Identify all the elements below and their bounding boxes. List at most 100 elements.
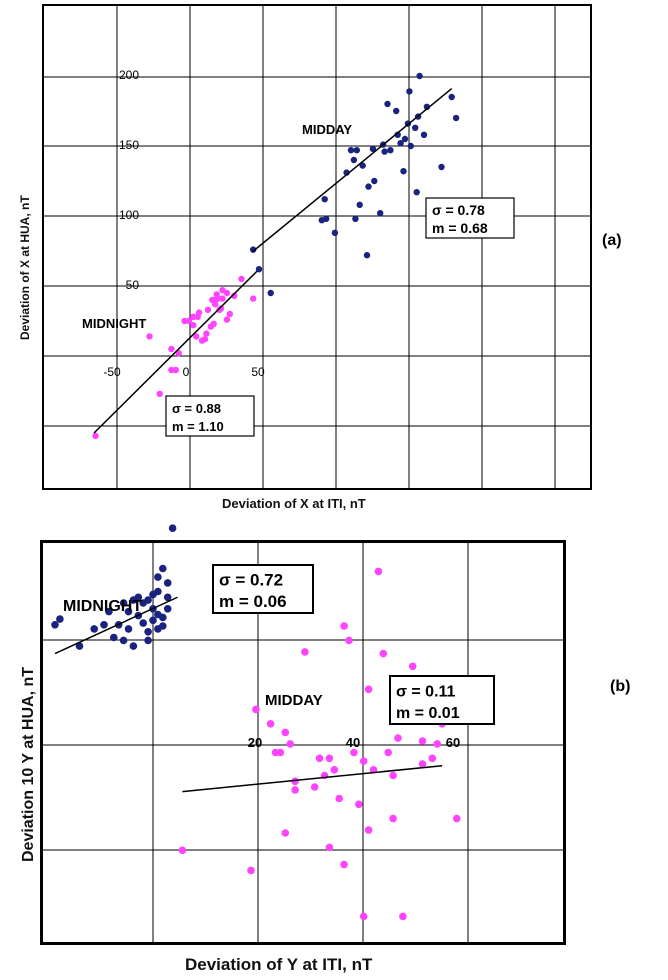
data-point-midday <box>267 289 274 297</box>
data-point-midday <box>340 860 348 869</box>
data-point-midnight <box>190 322 197 329</box>
data-point-midnight <box>51 621 59 629</box>
data-point-midnight <box>159 613 167 622</box>
data-point-midday <box>389 814 397 823</box>
data-point-midday <box>291 786 299 794</box>
chart-a: -50 0 50 50 100 150 200 MIDDAY MIDNIGHT σ = 0.78 m… <box>42 4 592 490</box>
midnight-label: MIDNIGHT <box>82 316 146 331</box>
data-point-midday <box>389 771 397 780</box>
data-point-midnight <box>110 633 118 642</box>
data-point-midday <box>394 734 402 742</box>
data-point-midnight <box>144 628 152 636</box>
data-point-midnight <box>168 366 175 374</box>
data-point-midday <box>420 131 428 138</box>
data-point-midday <box>286 740 294 748</box>
data-point-midnight <box>223 316 231 323</box>
data-point-midnight <box>124 625 133 633</box>
data-point-midday <box>255 266 263 273</box>
fit-line-midnight <box>93 268 260 434</box>
midnight-stats-sigma: σ = 0.88 <box>172 401 221 416</box>
data-point-midday <box>397 140 404 147</box>
data-point-midday <box>178 846 187 855</box>
data-point-midday <box>379 649 388 658</box>
data-point-midday <box>381 148 388 155</box>
data-point-midday <box>374 567 383 576</box>
data-point-midday <box>401 135 409 143</box>
data-point-midday <box>347 147 355 154</box>
data-point-midday <box>365 183 372 190</box>
x-tick-label: 20 <box>248 735 262 750</box>
data-point-midnight <box>185 317 193 325</box>
data-point-midnight <box>181 317 188 325</box>
data-point-midnight <box>159 564 167 573</box>
data-point-midday <box>350 156 358 164</box>
data-point-midday <box>438 163 445 171</box>
data-point-midday <box>369 145 377 152</box>
data-point-midday <box>321 196 328 203</box>
data-point-midnight <box>226 310 233 318</box>
midday-stats-box <box>389 675 495 725</box>
data-point-midday <box>363 252 371 259</box>
fit-line-midday <box>251 88 453 253</box>
data-point-midday <box>413 189 420 196</box>
data-point-midday <box>330 766 339 774</box>
midday-stats-slope: m = 0.68 <box>432 220 488 236</box>
data-point-midnight <box>56 615 64 623</box>
midnight-stats-sigma: σ = 0.72 <box>219 571 283 590</box>
midday-label: MIDDAY <box>265 692 323 709</box>
data-point-midday <box>325 754 334 763</box>
data-point-midday <box>250 246 257 253</box>
chart-b-ylabel: Deviation 10 Y at HUA, nT <box>20 666 37 862</box>
data-point-midnight <box>231 292 238 299</box>
midday-label: MIDDAY <box>302 122 352 137</box>
chart-b-xlabel: Deviation of Y at ITI, nT <box>185 955 373 974</box>
data-point-midday <box>407 142 414 150</box>
data-point-midday <box>418 760 427 768</box>
chart-b: 20 40 60 MIDNIGHT MIDDAY σ = 0.72 m = 0.06 σ = … <box>40 524 566 945</box>
data-point-midday <box>399 912 407 921</box>
panel-label-a: (a) <box>602 232 622 249</box>
data-point-midnight <box>144 596 152 604</box>
chart-a-ylabel: Deviation of X at HUA, nT <box>18 195 32 340</box>
data-point-midday <box>408 662 417 671</box>
midday-stats-box <box>425 197 515 239</box>
y-tick-label: 150 <box>119 138 139 152</box>
panel-label-b: (b) <box>610 678 631 695</box>
data-point-midnight <box>203 330 210 337</box>
fit-line-midday <box>182 764 443 793</box>
midnight-stats-box <box>165 395 255 437</box>
x-tick-label: 50 <box>251 365 265 379</box>
data-point-midnight <box>154 587 162 596</box>
data-point-midnight <box>119 599 128 607</box>
data-point-midnight <box>100 621 108 629</box>
data-point-midday <box>418 737 427 745</box>
data-point-midday <box>325 843 334 852</box>
data-point-midday <box>353 147 360 154</box>
data-point-midnight <box>146 333 153 340</box>
data-point-midnight <box>217 305 225 312</box>
data-point-midday <box>350 748 358 757</box>
midnight-stats-box <box>212 564 314 614</box>
data-point-midday <box>364 685 373 694</box>
y-tick-label: 200 <box>119 68 139 82</box>
midnight-label: MIDNIGHT <box>63 598 142 615</box>
midday-stats-sigma: σ = 0.78 <box>432 202 485 218</box>
data-point-midnight <box>223 289 231 297</box>
data-point-midday <box>345 636 353 645</box>
chart-a-xlabel: Deviation of X at ITI, nT <box>222 496 366 511</box>
data-point-midday <box>452 114 460 122</box>
data-point-midnight <box>201 336 209 343</box>
data-point-midday <box>335 794 344 803</box>
data-point-midday <box>359 162 366 169</box>
x-tick-label: 0 <box>183 365 190 379</box>
chart-b-svg: 20 40 60 MIDNIGHT MIDDAY σ = 0.72 m = 0.06 σ = … <box>43 524 563 942</box>
data-point-midnight <box>168 524 177 532</box>
data-point-midday <box>428 754 437 763</box>
data-point-midday <box>276 748 285 757</box>
data-point-midday <box>384 748 393 757</box>
data-point-midday <box>384 100 391 108</box>
data-point-midnight <box>105 607 113 616</box>
midday-stats-sigma: σ = 0.11 <box>396 684 456 701</box>
midnight-stats-slope: m = 1.10 <box>172 419 224 434</box>
data-point-midnight <box>124 607 133 616</box>
